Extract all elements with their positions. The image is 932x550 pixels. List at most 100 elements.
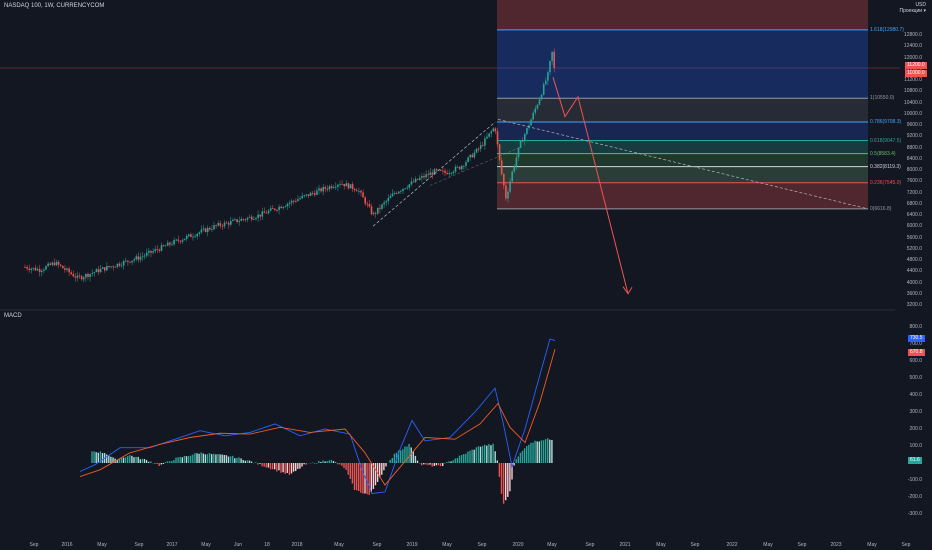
candle-body	[104, 267, 106, 271]
candle-body	[34, 267, 37, 271]
candle-body	[467, 157, 469, 163]
candle-body	[244, 219, 247, 221]
candle-body	[137, 256, 140, 260]
candle-body	[503, 173, 505, 186]
date-tick: Sep	[690, 542, 700, 548]
candle-body	[511, 171, 513, 182]
candle-body	[341, 183, 343, 185]
macd-histogram-bar	[460, 454, 463, 463]
macd-histogram-bar	[217, 453, 219, 463]
candle-body	[517, 147, 520, 158]
macd-indicator-title[interactable]: MACD	[4, 313, 22, 319]
macd-tick: 100.0	[909, 443, 922, 449]
macd-tick: -300.0	[907, 511, 922, 517]
date-tick: 2018	[291, 542, 303, 548]
macd-histogram-bar	[536, 441, 538, 463]
fib-zone	[497, 166, 868, 183]
candle-body	[389, 196, 392, 199]
fib-zone	[497, 98, 868, 122]
macd-histogram-bar	[341, 463, 343, 466]
candle-body	[251, 216, 253, 220]
date-tick: Sep	[372, 542, 382, 548]
macd-histogram-bar	[267, 463, 270, 468]
macd-histogram-bar	[320, 461, 322, 463]
candle-body	[324, 187, 327, 189]
candle-body	[339, 183, 341, 185]
macd-histogram-bar	[490, 445, 492, 463]
candle-body	[335, 186, 337, 188]
macd-tick: -200.0	[907, 494, 922, 500]
date-axis[interactable]: Sep 2016 May Sep 2017 May Jun 18 2018 May Sep 2019 M…	[0, 540, 932, 550]
date-tick: Sep	[901, 542, 911, 548]
symbol-title[interactable]: NASDAQ 100, 1W, CURRENCYCOM	[4, 3, 105, 9]
candle-body	[482, 145, 484, 146]
candle-body	[379, 207, 381, 209]
candle-body	[440, 169, 442, 171]
macd-histogram-bar	[219, 454, 221, 463]
projection-menu[interactable]: Проекции ▾	[899, 8, 926, 14]
macd-histogram-bar	[129, 455, 131, 463]
macd-histogram-bar	[274, 463, 276, 470]
macd-histogram-bar	[145, 460, 148, 463]
candle-body	[259, 214, 261, 217]
fib-zone-top	[497, 0, 868, 30]
candle-body	[59, 264, 62, 266]
macd-histogram-bar	[364, 463, 366, 494]
channel-line-lower	[372, 121, 496, 227]
candle-body	[515, 157, 518, 167]
candle-body	[131, 260, 133, 263]
candle-body	[500, 160, 503, 174]
macd-histogram-bar	[358, 463, 360, 491]
macd-histogram-bar	[154, 463, 156, 464]
macd-histogram-bar	[425, 463, 427, 465]
candle-body	[141, 256, 144, 258]
candle-body	[127, 260, 129, 262]
candle-body	[538, 99, 541, 105]
candle-body	[463, 165, 465, 167]
macd-histogram-bar	[276, 463, 278, 472]
macd-histogram-bar	[366, 463, 368, 495]
candle-body	[494, 128, 497, 132]
macd-histogram-bar	[454, 458, 456, 463]
candle-body	[393, 193, 396, 194]
candle-body	[269, 208, 272, 211]
candle-body	[89, 273, 91, 277]
macd-histogram-bar	[442, 463, 444, 467]
candle-body	[248, 216, 251, 218]
macd-histogram-bar	[238, 457, 240, 463]
candle-body	[53, 262, 56, 266]
candle-body	[116, 263, 119, 267]
macd-histogram-bar	[515, 459, 517, 463]
candle-body	[353, 188, 356, 191]
candle-body	[183, 238, 186, 241]
candle-body	[167, 242, 169, 246]
candle-body	[513, 166, 516, 172]
candle-body	[282, 206, 285, 209]
currency-selector[interactable]: USD Проекции ▾	[900, 2, 926, 14]
candle-body	[108, 265, 110, 268]
candle-body	[505, 185, 507, 199]
date-tick: May	[763, 542, 773, 548]
candle-body	[316, 190, 318, 195]
candle-body	[347, 183, 350, 189]
macd-histogram-bar	[234, 458, 236, 463]
macd-histogram-bar	[292, 463, 295, 472]
price-tick: 3600.0	[906, 290, 922, 297]
macd-histogram-bar	[351, 463, 354, 484]
candle-body	[421, 176, 423, 178]
macd-histogram-bar	[410, 447, 412, 463]
price-tick: 12400.0	[903, 43, 922, 50]
candle-body	[211, 229, 213, 230]
candle-body	[223, 222, 226, 227]
fib-level-label: 0.382(8119.3)	[870, 163, 901, 170]
candle-body	[217, 223, 219, 226]
candle-body	[221, 225, 224, 227]
macd-histogram-bar	[284, 463, 286, 474]
currency-code: USD	[915, 2, 926, 8]
candle-body	[181, 240, 184, 242]
candle-body	[429, 172, 432, 176]
macd-histogram-bar	[106, 454, 108, 463]
date-tick: May	[334, 542, 344, 548]
